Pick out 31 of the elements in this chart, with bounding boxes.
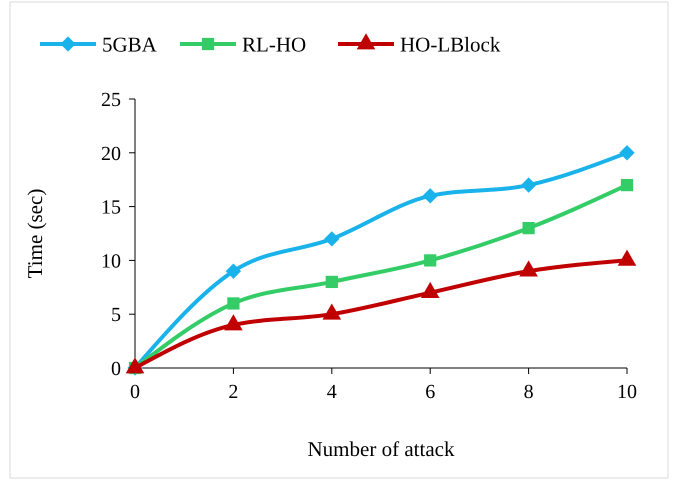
point: [620, 178, 634, 192]
y-tick-label: 10: [101, 250, 121, 272]
x-tick-label: 6: [425, 381, 436, 403]
legend-label: RL-HO: [242, 32, 306, 56]
point: [224, 314, 243, 330]
x-tick-label: 0: [130, 381, 140, 403]
legend-label: HO-LBlock: [400, 32, 501, 56]
point: [519, 260, 538, 277]
point: [424, 254, 436, 267]
point: [326, 276, 338, 288]
point: [226, 263, 242, 279]
y-axis-title: Time (sec): [23, 188, 47, 278]
point: [420, 282, 440, 298]
x-tick-label: 10: [617, 381, 637, 403]
point: [619, 145, 635, 160]
point: [322, 303, 342, 320]
point: [422, 188, 438, 204]
y-tick-label: 20: [101, 142, 121, 165]
y-tick-label: 0: [111, 358, 121, 380]
x-axis-title: Number of attack: [308, 437, 455, 461]
y-tick-label: 15: [101, 196, 121, 219]
point: [522, 222, 535, 234]
legend-label: 5GBA: [102, 32, 158, 56]
x-tick-label: 8: [524, 381, 534, 403]
x-tick-label: 2: [228, 381, 238, 403]
x-tick-label: 4: [326, 381, 337, 403]
point: [126, 357, 144, 374]
y-tick-label: 25: [101, 89, 121, 111]
point: [520, 177, 536, 193]
y-tick-label: 5: [111, 304, 121, 326]
point: [324, 231, 340, 247]
